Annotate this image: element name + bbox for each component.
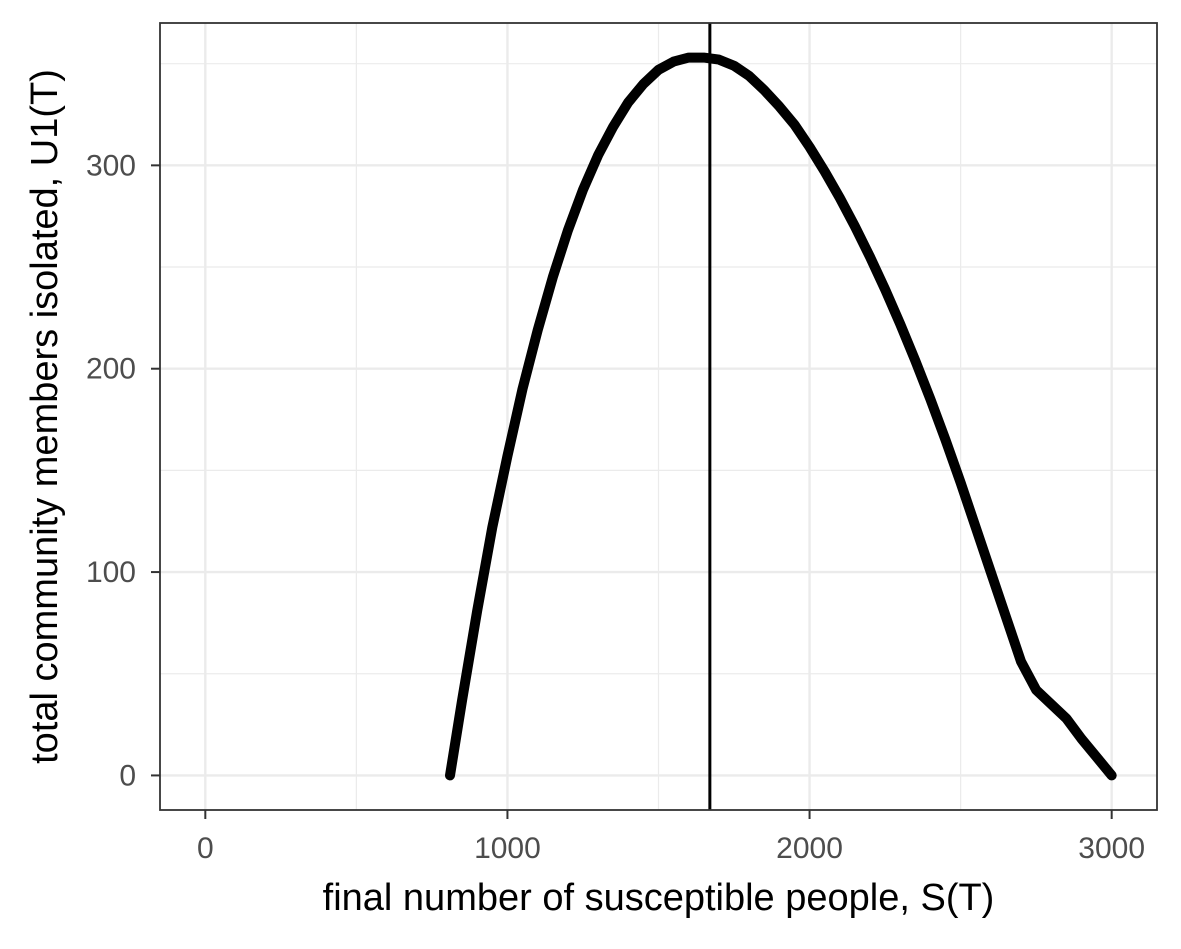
y-tick-label: 200 (86, 353, 136, 386)
x-tick-label: 3000 (1078, 832, 1145, 865)
x-tick-label: 2000 (776, 832, 843, 865)
x-tick-label: 1000 (474, 832, 541, 865)
major-gridlines (160, 23, 1157, 810)
y-axis-ticks: 0 100 200 300 (86, 149, 160, 792)
x-axis-title: final number of susceptible people, S(T) (323, 877, 995, 919)
x-axis-ticks: 0 1000 2000 3000 (197, 810, 1145, 865)
minor-gridlines (160, 23, 1157, 810)
panel-border (159, 22, 1158, 811)
series-line (445, 52, 1117, 781)
x-tick-label: 0 (197, 832, 214, 865)
y-tick-label: 0 (119, 759, 136, 792)
y-tick-label: 300 (86, 149, 136, 182)
data-layer (445, 23, 1117, 810)
y-tick-label: 100 (86, 556, 136, 589)
y-axis-title: total community members isolated, U1(T) (24, 69, 66, 764)
